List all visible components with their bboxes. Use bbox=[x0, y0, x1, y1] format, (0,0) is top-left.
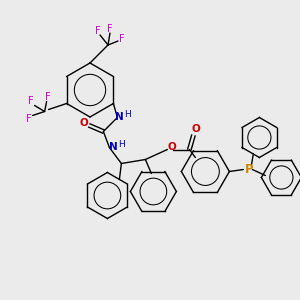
Text: F: F bbox=[95, 26, 101, 36]
Text: N: N bbox=[115, 112, 124, 122]
Text: O: O bbox=[191, 124, 200, 134]
Text: O: O bbox=[167, 142, 176, 152]
Text: F: F bbox=[26, 113, 32, 124]
Text: H: H bbox=[124, 110, 131, 119]
Text: P: P bbox=[245, 163, 254, 176]
Text: F: F bbox=[119, 34, 125, 44]
Text: N: N bbox=[109, 142, 118, 152]
Text: H: H bbox=[118, 140, 125, 149]
Text: O: O bbox=[79, 118, 88, 128]
Text: F: F bbox=[28, 97, 33, 106]
Text: F: F bbox=[107, 24, 113, 34]
Text: F: F bbox=[45, 92, 50, 103]
